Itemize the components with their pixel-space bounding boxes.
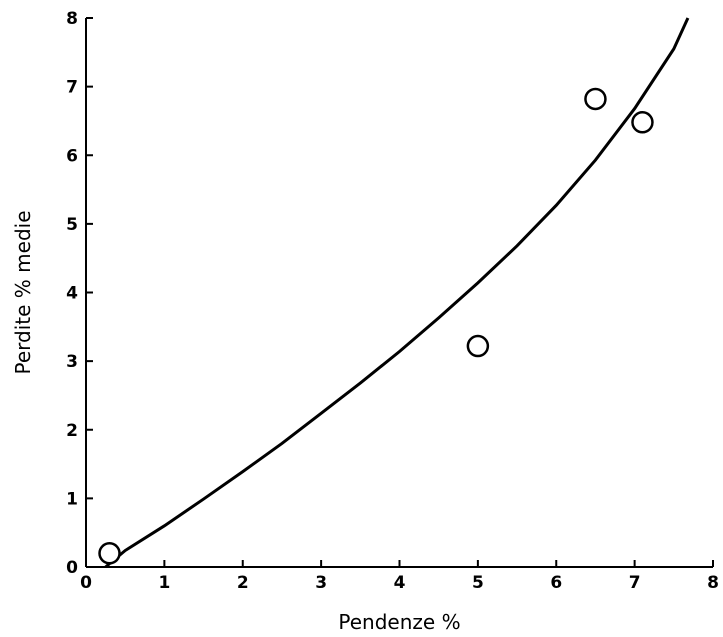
x-tick-label: 5	[472, 573, 484, 593]
y-tick-label: 0	[66, 558, 78, 578]
fit-curve-layer	[104, 17, 690, 569]
data-point	[631, 111, 654, 134]
x-tick-label: 6	[550, 573, 562, 593]
y-tick-label: 4	[66, 284, 78, 304]
x-axis-title: Pendenze %	[338, 610, 460, 634]
y-tick-label: 3	[66, 352, 78, 372]
y-tick-label: 5	[66, 215, 78, 235]
data-points-layer	[98, 87, 654, 565]
x-tick-label: 4	[394, 573, 406, 593]
data-point	[584, 87, 607, 111]
y-tick-label: 8	[66, 9, 78, 29]
x-tick-label: 1	[158, 573, 170, 593]
x-tick-label: 7	[629, 573, 641, 593]
x-tick-label: 0	[80, 573, 92, 593]
x-tick-label: 8	[707, 573, 719, 593]
data-point	[466, 334, 490, 358]
y-tick-label: 2	[66, 421, 78, 441]
data-point	[98, 542, 121, 565]
y-axis-title: Perdite % medie	[11, 211, 35, 375]
axes: 0 1 2 3 4 5 6 7 8 0 1 2 3 4 5 6 7 8	[66, 9, 719, 593]
fit-curve-line	[104, 17, 690, 569]
y-tick-label: 6	[66, 146, 78, 166]
y-tick-label: 1	[66, 489, 78, 509]
y-tick-label: 7	[66, 78, 78, 98]
x-tick-label: 2	[237, 573, 249, 593]
x-tick-label: 3	[315, 573, 327, 593]
